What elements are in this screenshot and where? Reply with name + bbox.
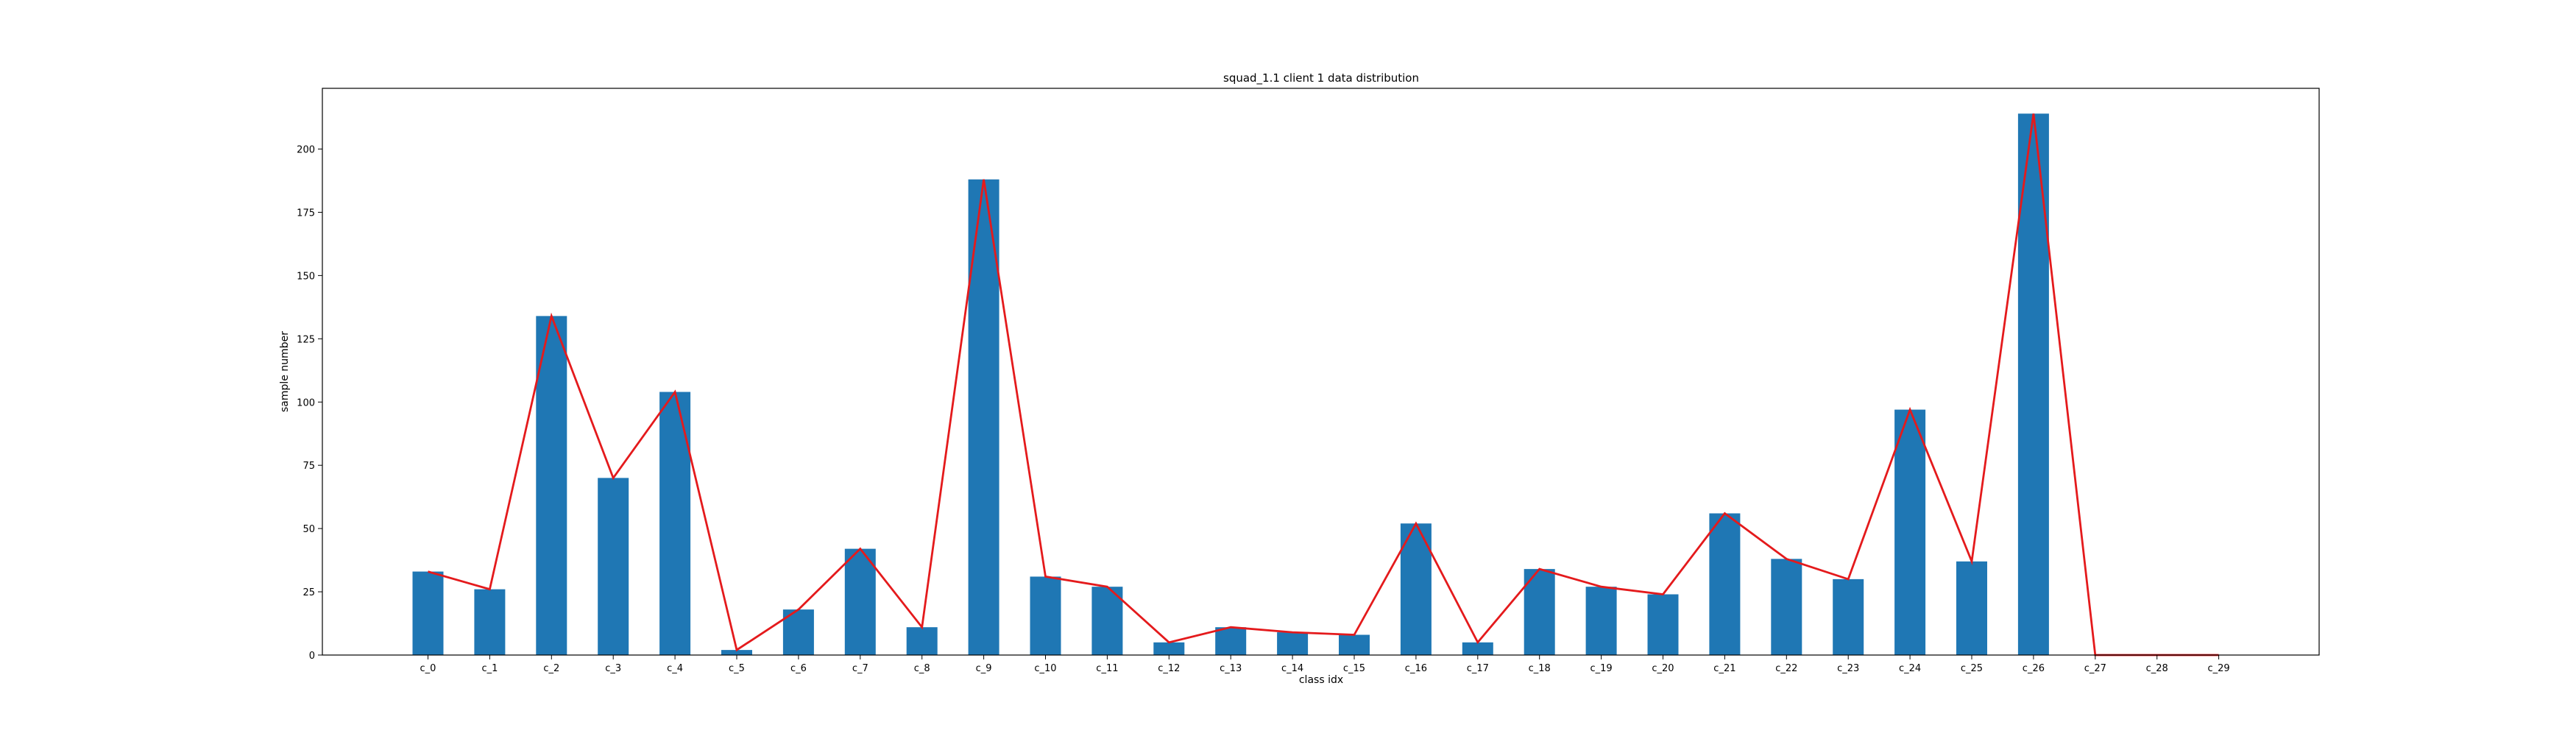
x-tick-label: c_21 (1713, 663, 1735, 674)
bar-c_2 (536, 316, 567, 655)
x-tick-label: c_7 (852, 663, 868, 674)
bar-c_15 (1339, 634, 1370, 655)
x-axis: c_0 c_1 c_2 c_3 c_4 c_5 c_6 c_7 c_8 c_9 c_10 c_11 c_… (420, 655, 2230, 674)
y-tick-label: 175 (297, 208, 315, 219)
x-tick-label: c_28 (2146, 663, 2168, 674)
x-tick-label: c_1 (481, 663, 498, 674)
bar-c_4 (659, 392, 691, 655)
x-tick-label: c_25 (1961, 663, 1983, 674)
y-tick-label: 75 (302, 461, 315, 472)
x-tick-label: c_27 (2084, 663, 2106, 674)
y-tick-label: 200 (297, 145, 315, 156)
x-tick-label: c_29 (2207, 663, 2229, 674)
x-tick-label: c_14 (1281, 663, 1303, 674)
y-tick-label: 100 (297, 397, 315, 408)
bar-c_12 (1153, 642, 1185, 655)
x-tick-label: c_12 (1158, 663, 1180, 674)
bar-c_3 (598, 478, 629, 655)
bar-c_20 (1647, 594, 1679, 655)
x-tick-label: c_13 (1220, 663, 1242, 674)
series-line (428, 113, 2219, 657)
x-tick-label: c_11 (1096, 663, 1118, 674)
x-tick-label: c_24 (1899, 663, 1921, 674)
y-axis-label: sample number (279, 331, 291, 412)
x-tick-label: c_22 (1775, 663, 1797, 674)
x-tick-label: c_20 (1652, 663, 1674, 674)
x-tick-label: c_0 (420, 663, 436, 674)
x-tick-label: c_26 (2023, 663, 2045, 674)
bar-c_17 (1462, 642, 1493, 655)
plot-frame (322, 88, 2320, 656)
bar-c_22 (1771, 559, 1802, 655)
x-tick-label: c_5 (729, 663, 745, 674)
chart-title: squad_1.1 client 1 data distribution (1223, 71, 1419, 85)
bar-c_24 (1894, 409, 1926, 655)
x-tick-label: c_6 (790, 663, 807, 674)
bar-c_7 (844, 548, 876, 655)
bar-c_18 (1524, 569, 1555, 655)
x-tick-label: c_3 (605, 663, 621, 674)
y-tick-label: 25 (302, 587, 315, 598)
y-tick-label: 0 (309, 651, 315, 662)
bar-c_25 (1956, 561, 1987, 655)
y-tick-label: 150 (297, 271, 315, 282)
bar-c_10 (1030, 576, 1061, 655)
x-tick-label: c_15 (1343, 663, 1365, 674)
bar-c_23 (1833, 578, 1864, 655)
bar-c_1 (474, 589, 506, 655)
y-tick-label: 125 (297, 334, 315, 345)
bar-c_19 (1585, 587, 1617, 655)
x-tick-label: c_16 (1405, 663, 1427, 674)
x-tick-label: c_2 (543, 663, 559, 674)
line-layer (428, 113, 2219, 657)
x-tick-label: c_9 (976, 663, 992, 674)
y-tick-label: 50 (302, 524, 315, 535)
bar-c_11 (1091, 587, 1123, 655)
x-tick-label: c_18 (1529, 663, 1551, 674)
bar-c_13 (1215, 627, 1247, 655)
x-tick-label: c_19 (1590, 663, 1612, 674)
x-tick-label: c_10 (1034, 663, 1056, 674)
x-tick-label: c_8 (914, 663, 930, 674)
x-tick-label: c_23 (1837, 663, 1859, 674)
bar-c_5 (721, 650, 752, 655)
bar-c_21 (1709, 513, 1741, 655)
bar-c_14 (1277, 632, 1309, 655)
x-tick-label: c_17 (1467, 663, 1489, 674)
bars-layer (412, 113, 2049, 655)
x-axis-label: class idx (1299, 674, 1343, 686)
bar-c_8 (906, 627, 938, 655)
y-axis: 0 25 50 75 100 125 150 175 200 (297, 145, 322, 662)
bar-c_0 (412, 571, 444, 655)
x-tick-label: c_4 (667, 663, 683, 674)
